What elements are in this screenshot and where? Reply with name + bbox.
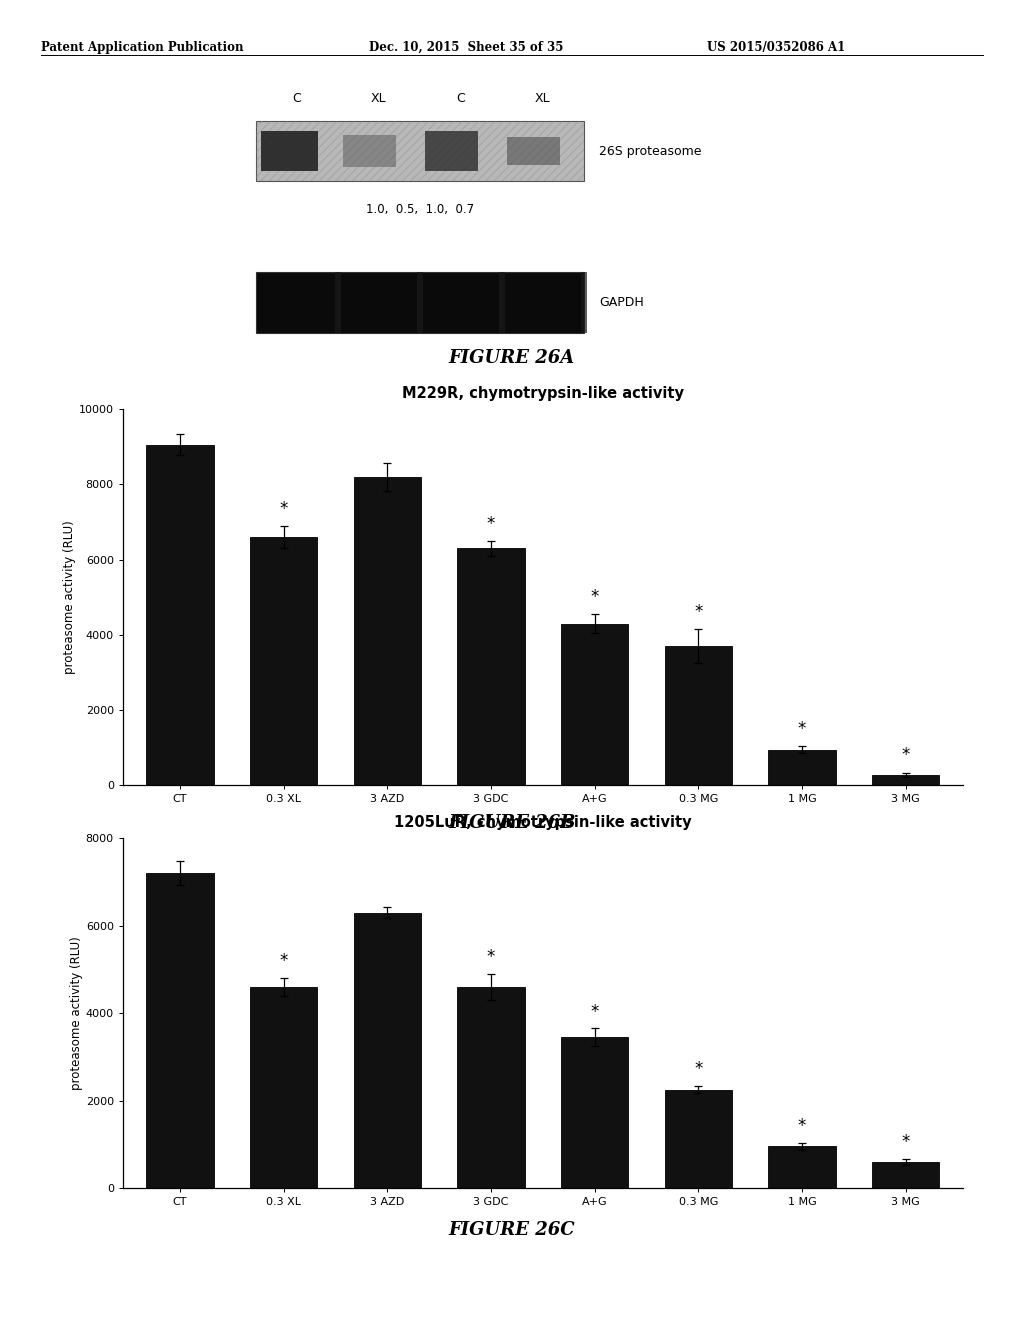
Text: *: *	[486, 948, 495, 966]
Text: FIGURE 26C: FIGURE 26C	[449, 1221, 575, 1239]
Text: FIGURE 26B: FIGURE 26B	[449, 814, 575, 833]
Bar	[871, 775, 939, 785]
Text: 1.0,  0.5,  1.0,  0.7: 1.0, 0.5, 1.0, 0.7	[366, 202, 474, 215]
Text: *: *	[901, 1133, 909, 1151]
Text: *: *	[798, 719, 806, 738]
Text: *: *	[591, 587, 599, 606]
Bar	[581, 272, 587, 333]
Text: *: *	[694, 1060, 702, 1078]
Bar	[665, 1089, 732, 1188]
Title: 1205LuR, chymotrypsin-like activity: 1205LuR, chymotrypsin-like activity	[394, 814, 691, 830]
Text: XL: XL	[535, 92, 551, 106]
Bar	[507, 137, 560, 165]
Y-axis label: proteasome activity (RLU): proteasome activity (RLU)	[63, 520, 76, 675]
Bar	[353, 477, 421, 785]
Bar	[457, 548, 524, 785]
Text: *: *	[280, 953, 288, 970]
Bar	[417, 272, 423, 333]
Bar	[561, 1038, 629, 1188]
Bar	[256, 120, 584, 181]
Bar	[146, 445, 214, 785]
Text: US 2015/0352086 A1: US 2015/0352086 A1	[707, 41, 845, 54]
Bar	[353, 912, 421, 1188]
Bar	[256, 120, 584, 181]
Bar	[146, 874, 214, 1188]
Bar	[343, 135, 396, 166]
Text: 26S proteasome: 26S proteasome	[599, 144, 701, 157]
Text: C: C	[457, 92, 465, 106]
Bar	[768, 750, 836, 785]
Bar	[335, 272, 341, 333]
Text: *: *	[591, 1003, 599, 1020]
Bar	[457, 987, 524, 1188]
Text: Patent Application Publication: Patent Application Publication	[41, 41, 244, 54]
Text: *: *	[798, 1117, 806, 1135]
Bar	[871, 1162, 939, 1188]
Bar	[768, 1147, 836, 1188]
Title: M229R, chymotrypsin-like activity: M229R, chymotrypsin-like activity	[401, 385, 684, 401]
Bar	[261, 131, 318, 170]
Text: GAPDH: GAPDH	[599, 296, 644, 309]
Text: *: *	[280, 499, 288, 517]
Text: *: *	[486, 515, 495, 532]
Text: XL: XL	[371, 92, 387, 106]
Bar	[425, 131, 478, 170]
Bar	[256, 272, 584, 333]
Bar	[561, 623, 629, 785]
Text: *: *	[694, 603, 702, 620]
Text: FIGURE 26A: FIGURE 26A	[449, 348, 575, 367]
Text: *: *	[901, 746, 909, 764]
Text: C: C	[293, 92, 301, 106]
Bar	[250, 537, 317, 785]
Bar	[499, 272, 505, 333]
Bar	[250, 987, 317, 1188]
Y-axis label: proteasome activity (RLU): proteasome activity (RLU)	[70, 936, 83, 1090]
Text: Dec. 10, 2015  Sheet 35 of 35: Dec. 10, 2015 Sheet 35 of 35	[369, 41, 563, 54]
Bar	[665, 647, 732, 785]
